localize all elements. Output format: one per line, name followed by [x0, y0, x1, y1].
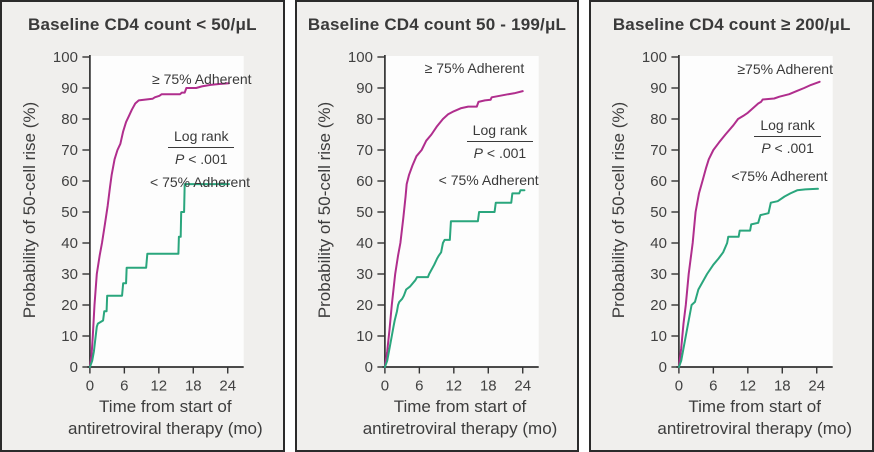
svg-text:20: 20: [356, 297, 373, 314]
logrank-annotation: Log rank P < .001: [754, 117, 821, 156]
logrank-p-value: < .001: [482, 145, 527, 161]
svg-text:24: 24: [809, 377, 826, 394]
svg-text:18: 18: [185, 377, 202, 394]
x-axis-label-line1: Time from start of: [393, 397, 527, 416]
svg-text:0: 0: [86, 377, 94, 394]
svg-text:90: 90: [61, 80, 78, 97]
panel-cd4-lt-50: Baseline CD4 count < 50/μL 0 10 20 30 40 50 60…: [0, 0, 285, 452]
logrank-p-symbol: P: [761, 140, 771, 156]
x-axis-label-line1: Time from start of: [688, 397, 821, 416]
panel-cd4-50-199: Baseline CD4 count 50 - 199/μL 0 10 20 30 40…: [294, 0, 580, 452]
km-plot-cd4-50-199: 0 10 20 30 40 50 60 70 80 90 100 0 6 12 18 24: [348, 49, 539, 395]
svg-text:20: 20: [651, 297, 668, 314]
svg-text:0: 0: [675, 377, 683, 394]
svg-text:90: 90: [651, 80, 668, 97]
svg-text:70: 70: [651, 142, 668, 159]
svg-text:60: 60: [356, 173, 373, 190]
svg-text:40: 40: [651, 235, 668, 252]
svg-text:80: 80: [61, 111, 78, 128]
svg-text:80: 80: [651, 111, 668, 128]
svg-text:0: 0: [380, 377, 388, 394]
x-axis-label-line2: antiretroviral therapy (mo): [362, 419, 558, 438]
x-axis-label-line2: antiretroviral therapy (mo): [68, 419, 263, 438]
km-plot-cd4-lt-50: 0 10 20 30 40 50 60 70 80 90 100 0 6 12 18 24: [53, 49, 244, 395]
svg-text:0: 0: [659, 359, 667, 376]
svg-text:24: 24: [514, 377, 531, 394]
svg-text:6: 6: [120, 377, 128, 394]
logrank-test-label: Log rank: [754, 117, 821, 137]
y-axis-label: Probability of 50-cell rise (%): [609, 101, 629, 319]
legend-lt75-label: <75% Adherent: [731, 168, 828, 184]
x-axis-label: Time from start of antiretroviral therap…: [54, 396, 277, 440]
legend-lt75-label: < 75% Adherent: [438, 172, 539, 188]
svg-text:10: 10: [61, 328, 78, 345]
y-axis-label: Probability of 50-cell rise (%): [314, 101, 334, 319]
legend-ge75-label: ≥ 75% Adherent: [424, 60, 525, 76]
panel-title: Baseline CD4 count < 50/μL: [28, 15, 257, 34]
legend-ge75-label: ≥75% Adherent: [737, 61, 833, 77]
logrank-p-symbol: P: [174, 151, 185, 167]
legend-ge75-label: ≥ 75% Adherent: [152, 71, 252, 87]
panel-title: Baseline CD4 count ≥ 200/μL: [612, 15, 851, 34]
svg-text:60: 60: [651, 173, 668, 190]
logrank-test-label: Log rank: [168, 128, 235, 148]
logrank-p-symbol: P: [473, 145, 483, 161]
svg-text:50: 50: [651, 204, 668, 221]
x-axis-label-line2: antiretroviral therapy (mo): [657, 419, 852, 438]
y-axis-label: Probability of 50-cell rise (%): [20, 101, 39, 319]
svg-text:12: 12: [150, 377, 167, 394]
km-plot-cd4-ge-200: 0 10 20 30 40 50 60 70 80 90 100 0 6 12 18 24: [642, 49, 834, 395]
svg-text:50: 50: [61, 204, 78, 221]
logrank-annotation: Log rank P < .001: [168, 128, 235, 167]
svg-text:12: 12: [445, 377, 462, 394]
svg-text:20: 20: [61, 297, 78, 314]
logrank-test-label: Log rank: [466, 122, 534, 142]
panel-title: Baseline CD4 count 50 - 199/μL: [307, 15, 567, 34]
svg-text:50: 50: [356, 204, 373, 221]
svg-text:30: 30: [356, 266, 373, 283]
svg-text:80: 80: [356, 111, 373, 128]
svg-text:100: 100: [53, 49, 78, 66]
logrank-annotation: Log rank P < .001: [466, 122, 534, 161]
svg-text:60: 60: [61, 173, 78, 190]
svg-text:18: 18: [774, 377, 791, 394]
x-axis-label-line1: Time from start of: [99, 397, 232, 416]
svg-text:6: 6: [415, 377, 423, 394]
svg-text:30: 30: [651, 266, 668, 283]
legend-lt75-label: < 75% Adherent: [150, 174, 251, 190]
svg-text:70: 70: [61, 142, 78, 159]
x-axis-label: Time from start of antiretroviral therap…: [349, 396, 572, 440]
svg-text:0: 0: [70, 359, 78, 376]
logrank-p-value: < .001: [184, 151, 228, 167]
x-axis-label: Time from start of antiretroviral therap…: [643, 396, 866, 440]
svg-text:10: 10: [356, 328, 373, 345]
logrank-p-value: < .001: [770, 140, 814, 156]
svg-text:70: 70: [356, 142, 373, 159]
svg-text:24: 24: [219, 377, 236, 394]
svg-text:40: 40: [356, 235, 373, 252]
panel-cd4-ge-200: Baseline CD4 count ≥ 200/μL 0 10 20 30 40 50 6…: [589, 0, 874, 452]
svg-text:100: 100: [348, 49, 373, 66]
svg-text:30: 30: [61, 266, 78, 283]
svg-text:6: 6: [710, 377, 718, 394]
svg-text:18: 18: [480, 377, 497, 394]
svg-text:100: 100: [642, 49, 667, 66]
svg-text:0: 0: [364, 359, 372, 376]
svg-text:90: 90: [356, 80, 373, 97]
svg-text:12: 12: [740, 377, 757, 394]
svg-text:40: 40: [61, 235, 78, 252]
svg-text:10: 10: [651, 328, 668, 345]
